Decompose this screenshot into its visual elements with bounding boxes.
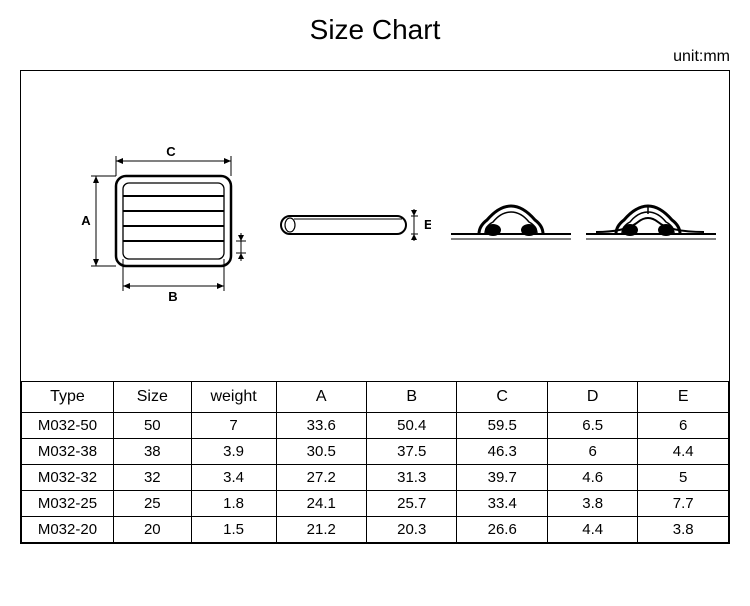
table-cell: 1.5: [191, 517, 276, 543]
diagram-side-view: E: [276, 201, 431, 251]
table-cell: 32: [113, 465, 191, 491]
dim-label-c: C: [166, 144, 176, 159]
page-title: Size Chart: [20, 14, 730, 46]
table-cell: 33.6: [276, 413, 366, 439]
table-cell: 33.4: [457, 491, 547, 517]
table-cell: 6: [638, 413, 729, 439]
col-header-d: D: [547, 382, 637, 413]
table-row: M032-32323.427.231.339.74.65: [22, 465, 729, 491]
table-cell: 7.7: [638, 491, 729, 517]
table-row: M032-38383.930.537.546.364.4: [22, 439, 729, 465]
col-header-e: E: [638, 382, 729, 413]
table-cell: 50: [113, 413, 191, 439]
table-header-row: Type Size weight A B C D E: [22, 382, 729, 413]
table-cell: 59.5: [457, 413, 547, 439]
dim-label-a: A: [81, 213, 91, 228]
table-cell: M032-32: [22, 465, 114, 491]
table-cell: M032-38: [22, 439, 114, 465]
table-cell: 50.4: [366, 413, 456, 439]
col-header-b: B: [366, 382, 456, 413]
table-cell: 6.5: [547, 413, 637, 439]
unit-label: unit:mm: [20, 48, 730, 66]
dim-label-b: B: [168, 289, 177, 304]
table-cell: 5: [638, 465, 729, 491]
table-cell: 6: [547, 439, 637, 465]
table-cell: 4.4: [547, 517, 637, 543]
table-cell: 4.4: [638, 439, 729, 465]
table-cell: 31.3: [366, 465, 456, 491]
table-cell: 4.6: [547, 465, 637, 491]
table-cell: 3.4: [191, 465, 276, 491]
table-cell: 26.6: [457, 517, 547, 543]
diagram-cross-section-1: [451, 196, 571, 251]
main-box: C A B D: [20, 70, 730, 544]
table-cell: 46.3: [457, 439, 547, 465]
diagram-area: C A B D: [21, 71, 729, 381]
size-table-wrapper: Type Size weight A B C D E M032-5050733.…: [21, 381, 729, 543]
table-cell: 3.8: [638, 517, 729, 543]
col-header-type: Type: [22, 382, 114, 413]
table-row: M032-25251.824.125.733.43.87.7: [22, 491, 729, 517]
col-header-weight: weight: [191, 382, 276, 413]
col-header-c: C: [457, 382, 547, 413]
diagram-front-view: C A B D: [61, 141, 251, 321]
table-cell: 3.9: [191, 439, 276, 465]
table-row: M032-5050733.650.459.56.56: [22, 413, 729, 439]
diagram-cross-section-2: [586, 196, 716, 251]
size-table: Type Size weight A B C D E M032-5050733.…: [21, 381, 729, 543]
table-cell: M032-25: [22, 491, 114, 517]
table-cell: 25: [113, 491, 191, 517]
table-cell: M032-50: [22, 413, 114, 439]
table-cell: 27.2: [276, 465, 366, 491]
table-cell: 38: [113, 439, 191, 465]
table-cell: 3.8: [547, 491, 637, 517]
table-row: M032-20201.521.220.326.64.43.8: [22, 517, 729, 543]
table-cell: 30.5: [276, 439, 366, 465]
table-body: M032-5050733.650.459.56.56M032-38383.930…: [22, 413, 729, 543]
col-header-a: A: [276, 382, 366, 413]
table-cell: 37.5: [366, 439, 456, 465]
table-cell: M032-20: [22, 517, 114, 543]
table-cell: 20.3: [366, 517, 456, 543]
col-header-size: Size: [113, 382, 191, 413]
table-cell: 20: [113, 517, 191, 543]
table-cell: 25.7: [366, 491, 456, 517]
table-cell: 7: [191, 413, 276, 439]
table-cell: 39.7: [457, 465, 547, 491]
table-cell: 24.1: [276, 491, 366, 517]
dim-label-e: E: [424, 217, 431, 232]
size-chart-container: Size Chart unit:mm C: [0, 0, 750, 574]
table-cell: 1.8: [191, 491, 276, 517]
table-cell: 21.2: [276, 517, 366, 543]
